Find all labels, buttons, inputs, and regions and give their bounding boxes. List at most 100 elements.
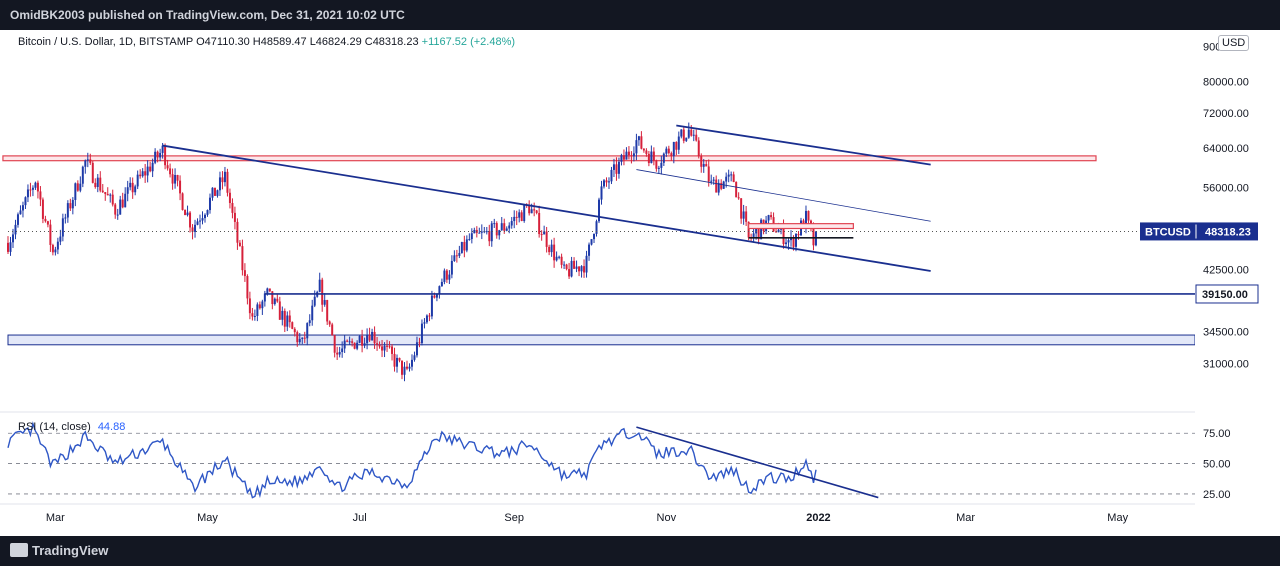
candle-body (96, 177, 99, 187)
candle-body (164, 145, 167, 166)
candle-body (735, 181, 738, 198)
candle-body (495, 223, 498, 236)
candle-body (146, 166, 149, 176)
candle-body (782, 226, 785, 245)
candle-body (558, 256, 561, 258)
candle-body (657, 167, 660, 169)
candle-body (134, 186, 137, 193)
candle-body (687, 129, 690, 138)
candle-body (261, 301, 264, 309)
candle-body (645, 150, 648, 154)
candle-body (236, 221, 239, 243)
candle-body (226, 171, 229, 193)
candle-body (593, 233, 596, 240)
candle-body (346, 340, 349, 342)
candle-body (550, 244, 553, 253)
candle-body (49, 224, 52, 245)
candle-body (199, 220, 202, 222)
candle-body (151, 162, 154, 172)
candle-body (662, 153, 665, 163)
candle-body (218, 177, 221, 191)
support-zone (7, 334, 1196, 346)
candle-body (747, 221, 750, 238)
candle-body (393, 353, 396, 367)
candle-body (530, 209, 533, 214)
level-label-box (1195, 284, 1259, 304)
candle-body (712, 179, 715, 181)
candle-body (617, 161, 620, 174)
candle-body (228, 192, 231, 204)
candle-body (752, 233, 755, 238)
candle-body (760, 219, 763, 240)
candle-body (233, 212, 236, 222)
ohlc-open: O47110.30 (196, 36, 250, 48)
candle-body (700, 156, 703, 167)
symbol-legend[interactable]: Bitcoin / U.S. Dollar, 1D, BITSTAMP O471… (18, 36, 515, 48)
candle-body (408, 366, 411, 369)
candle-body (612, 164, 615, 170)
candle-body (520, 212, 523, 222)
candle-body (39, 191, 42, 200)
candle-body (56, 241, 59, 250)
rsi-title: RSI (14, close) (18, 421, 91, 433)
candle-body (256, 304, 259, 316)
candle-body (124, 193, 127, 208)
candle-body (622, 155, 625, 160)
candle-body (473, 229, 476, 234)
candle-body (513, 216, 516, 222)
candle-body (433, 295, 436, 298)
candle-body (710, 180, 713, 182)
candle-body (705, 164, 708, 167)
candle-body (580, 266, 583, 272)
candle-body (221, 177, 224, 183)
candle-body (632, 153, 635, 157)
candle-body (585, 255, 588, 273)
candle-body (403, 366, 406, 375)
candle-body (286, 315, 289, 327)
candle-body (602, 180, 605, 187)
candle-body (685, 137, 688, 141)
descending-trendline (162, 144, 931, 272)
candle-body (171, 174, 174, 184)
candle-body (116, 214, 119, 216)
candle-body (16, 214, 19, 225)
candle-body (538, 212, 541, 235)
candle-body (640, 136, 643, 149)
candle-body (104, 192, 107, 194)
candle-body (101, 190, 104, 193)
candle-body (231, 203, 234, 213)
tradingview-logo[interactable]: TradingView (10, 543, 108, 558)
candle-body (174, 175, 177, 184)
candle-body (745, 211, 748, 222)
chart-frame[interactable]: 90000.0080000.0072000.0064000.0056000.00… (0, 30, 1280, 536)
time-tick-label: Mar (46, 512, 65, 524)
candle-body (804, 210, 807, 229)
candle-body (650, 151, 653, 164)
rsi-tick-label: 25.00 (1203, 489, 1231, 501)
candle-body (675, 142, 678, 150)
price-axis (1195, 30, 1280, 504)
candle-body (600, 186, 603, 200)
candle-body (243, 270, 246, 277)
time-tick-label: Mar (956, 512, 975, 524)
candle-body (543, 231, 546, 235)
currency-button[interactable]: USD (1218, 35, 1250, 51)
candle-body (443, 270, 446, 282)
rsi-tick-label: 50.00 (1203, 459, 1231, 471)
candle-body (767, 215, 770, 221)
candle-body (425, 315, 428, 323)
candle-body (351, 341, 354, 343)
candle-body (278, 301, 281, 320)
price-chart[interactable]: 90000.0080000.0072000.0064000.0056000.00… (0, 30, 1280, 536)
rsi-legend[interactable]: RSI (14, close) 44.88 (18, 421, 125, 433)
candle-body (672, 142, 675, 157)
candle-body (41, 199, 44, 219)
candle-body (311, 305, 314, 321)
candle-body (273, 298, 276, 305)
candle-body (129, 182, 132, 188)
candle-body (440, 281, 443, 287)
candle-body (413, 355, 416, 360)
candle-body (795, 233, 798, 247)
candle-body (665, 148, 668, 154)
candle-body (366, 335, 369, 344)
